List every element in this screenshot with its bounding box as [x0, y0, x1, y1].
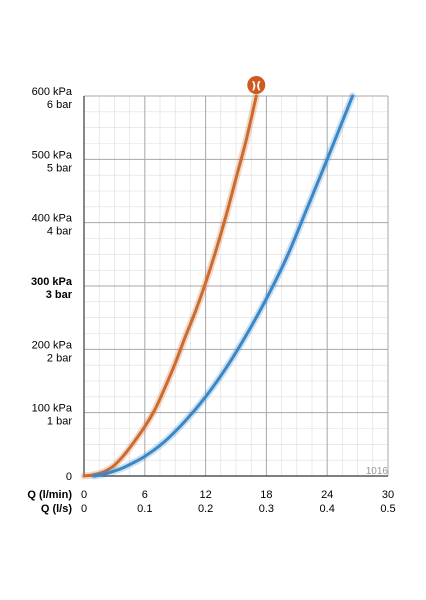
x-tick-label-lmin: 18	[260, 489, 272, 501]
x-tick-label-ls: 0.2	[198, 503, 213, 515]
marker-symbol: )(	[251, 79, 261, 92]
y-tick-label-kpa: 200 kPa	[32, 339, 73, 351]
y-tick-label-bar: 2 bar	[47, 352, 72, 364]
x-tick-label-lmin: 0	[81, 489, 87, 501]
y-tick-label-bar: 5 bar	[47, 162, 72, 174]
curves	[80, 92, 357, 480]
x-tick-label-ls: 0.4	[320, 503, 335, 515]
x-tick-label-lmin: 30	[382, 489, 394, 501]
curve-series-2	[92, 94, 355, 478]
y-tick-label-kpa: 300 kPa	[31, 276, 73, 288]
x-tick-label-ls: 0.1	[137, 503, 152, 515]
product-code: 1016	[366, 466, 389, 477]
curve-series-1	[82, 94, 258, 478]
y-tick-label-kpa: 600 kPa	[32, 86, 73, 98]
x-tick-label-ls: 0.3	[259, 503, 274, 515]
y-tick-label-kpa: 400 kPa	[32, 213, 73, 225]
y-tick-label-kpa: 0	[66, 471, 72, 483]
y-tick-label-kpa: 100 kPa	[32, 403, 73, 415]
x-tick-label-ls: 0	[81, 503, 87, 515]
x-tick-label-lmin: 6	[142, 489, 148, 501]
x-tick-label-lmin: 12	[199, 489, 211, 501]
product-marker: )(	[247, 76, 266, 94]
major-grid	[83, 95, 389, 477]
y-tick-label-kpa: 500 kPa	[32, 149, 73, 161]
x-tick-label-ls: 0.5	[380, 503, 395, 515]
y-tick-label-bar: 4 bar	[47, 226, 72, 238]
x-tick-label-lmin: 24	[321, 489, 333, 501]
x-axis-labels: 0 0 6 0.1 12 0.2 18 0.3 24 0.4 30 0.5	[81, 489, 396, 515]
y-tick-label-bar: 1 bar	[47, 416, 72, 428]
marker-circle	[247, 76, 266, 94]
x-axis-label-primary: Q (l/min)	[27, 489, 72, 501]
y-tick-label-bar: 6 bar	[47, 99, 72, 111]
y-tick-label-bar: 3 bar	[46, 289, 73, 301]
x-axis-label-secondary: Q (l/s)	[41, 503, 73, 515]
